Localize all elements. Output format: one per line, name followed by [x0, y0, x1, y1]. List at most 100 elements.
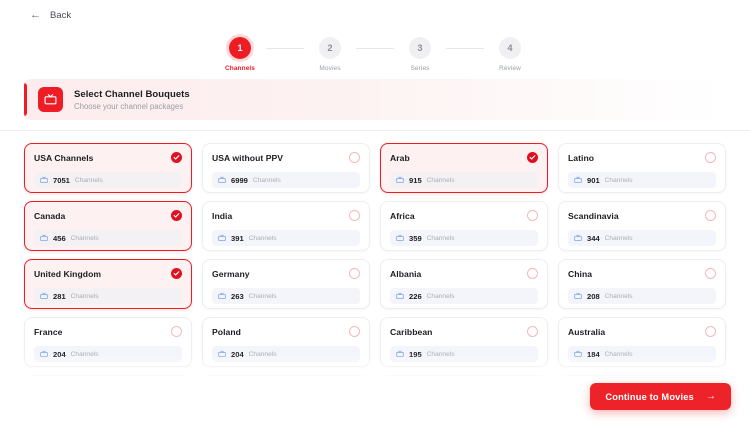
step-connector-2: [356, 48, 394, 49]
channel-card[interactable]: USA without PPV 6999 Channels: [202, 143, 370, 193]
channel-grid-scroll-area[interactable]: USA Channels 7051 Channels USA without PPV 6…: [0, 131, 750, 401]
channel-card-title: Australia: [568, 326, 606, 337]
channel-count-value: 7051: [53, 175, 70, 185]
channel-count-pill: 456 Channels: [34, 230, 182, 246]
channel-card[interactable]: Arab 915 Channels: [380, 143, 548, 193]
channel-card[interactable]: Australia 184 Channels: [558, 317, 726, 367]
channel-count-value: 184: [587, 349, 600, 359]
channel-count-label: Channels: [70, 292, 99, 300]
channel-card[interactable]: Scandinavia 344 Channels: [558, 201, 726, 251]
continue-button-label: Continue to Movies: [605, 391, 694, 402]
channel-card[interactable]: Poland 204 Channels: [202, 317, 370, 367]
checkbox-unchecked-icon[interactable]: [527, 268, 538, 279]
step-series-label: Series: [410, 65, 430, 72]
channel-count-value: 456: [53, 233, 66, 243]
channel-card[interactable]: Caribbean 195 Channels: [380, 317, 548, 367]
step-review[interactable]: 4 Review: [484, 37, 536, 72]
tv-small-icon: [40, 345, 48, 363]
channel-count-label: Channels: [252, 176, 281, 184]
checkbox-unchecked-icon[interactable]: [349, 268, 360, 279]
channel-card-title: France: [34, 326, 63, 337]
channel-count-value: 195: [409, 349, 422, 359]
topbar: ← Back: [0, 0, 750, 31]
channel-card[interactable]: China 208 Channels: [558, 259, 726, 309]
channel-card-title: Caribbean: [390, 326, 433, 337]
checkbox-unchecked-icon[interactable]: [349, 152, 360, 163]
tv-small-icon: [574, 229, 582, 247]
channel-count-label: Channels: [426, 234, 455, 242]
channel-count-pill: 208 Channels: [568, 288, 716, 304]
checkbox-unchecked-icon[interactable]: [705, 268, 716, 279]
channel-card-title: Latino: [568, 152, 595, 163]
step-channels-label: Channels: [224, 65, 256, 72]
checkbox-unchecked-icon[interactable]: [171, 326, 182, 337]
channel-card-header: United Kingdom: [34, 268, 182, 279]
step-channels[interactable]: 1 Channels: [214, 37, 266, 72]
channel-card[interactable]: India 391 Channels: [202, 201, 370, 251]
checkbox-unchecked-icon[interactable]: [705, 152, 716, 163]
channel-card-header: USA without PPV: [212, 152, 360, 163]
channel-card-header: Caribbean: [390, 326, 538, 337]
channel-card-title: Spain: [34, 384, 58, 395]
continue-to-movies-button[interactable]: Continue to Movies →: [590, 383, 731, 410]
channel-card-header: Canada: [34, 210, 182, 221]
channel-count-label: Channels: [248, 350, 277, 358]
channel-card-title: India: [212, 210, 233, 221]
checkbox-unchecked-icon[interactable]: [527, 210, 538, 221]
channel-card[interactable]: United Kingdom 281 Channels: [24, 259, 192, 309]
section-banner: Select Channel Bouquets Choose your chan…: [24, 79, 726, 120]
checkbox-unchecked-icon[interactable]: [705, 326, 716, 337]
channel-card[interactable]: Canada 456 Channels: [24, 201, 192, 251]
channel-card[interactable]: Latino 901 Channels: [558, 143, 726, 193]
checkbox-unchecked-icon[interactable]: [171, 384, 182, 395]
channel-card-header: Poland: [212, 326, 360, 337]
checkbox-unchecked-icon[interactable]: [527, 326, 538, 337]
step-channels-number: 1: [229, 37, 251, 59]
checkbox-checked-icon[interactable]: [171, 268, 182, 279]
channel-card[interactable]: Spain: [24, 375, 192, 401]
step-movies[interactable]: 2 Movies: [304, 37, 356, 72]
channel-card-header: Germany: [212, 268, 360, 279]
progress-stepper: 1 Channels 2 Movies 3 Series 4 Review: [0, 31, 750, 77]
banner-subtitle: Choose your channel packages: [74, 101, 184, 111]
checkbox-checked-icon[interactable]: [171, 152, 182, 163]
checkbox-unchecked-icon[interactable]: [349, 326, 360, 337]
channel-card[interactable]: Portugal: [202, 375, 370, 401]
channel-card[interactable]: Germany 263 Channels: [202, 259, 370, 309]
channel-card-header: Scandinavia: [568, 210, 716, 221]
checkbox-unchecked-icon[interactable]: [527, 384, 538, 395]
channel-count-label: Channels: [426, 350, 455, 358]
back-button[interactable]: ← Back: [30, 9, 71, 22]
channel-card-title: Africa: [390, 210, 415, 221]
checkbox-checked-icon[interactable]: [171, 210, 182, 221]
channel-card-title: Poland: [212, 326, 241, 337]
channel-card[interactable]: Albania 226 Channels: [380, 259, 548, 309]
step-review-number: 4: [499, 37, 521, 59]
channel-count-value: 901: [587, 175, 600, 185]
checkbox-unchecked-icon[interactable]: [705, 210, 716, 221]
channel-card[interactable]: Romania: [380, 375, 548, 401]
channel-count-value: 208: [587, 291, 600, 301]
step-series[interactable]: 3 Series: [394, 37, 446, 72]
channel-card-header: France: [34, 326, 182, 337]
step-review-label: Review: [499, 65, 521, 72]
channel-card-header: Romania: [390, 384, 538, 395]
tv-small-icon: [40, 287, 48, 305]
arrow-left-icon: ←: [30, 9, 41, 21]
step-connector-1: [266, 48, 304, 49]
checkbox-unchecked-icon[interactable]: [349, 384, 360, 395]
banner-title: Select Channel Bouquets: [74, 88, 190, 100]
channel-count-label: Channels: [604, 176, 633, 184]
tv-small-icon: [218, 229, 226, 247]
channel-count-value: 226: [409, 291, 422, 301]
channel-card[interactable]: USA Channels 7051 Channels: [24, 143, 192, 193]
channel-card-header: Australia: [568, 326, 716, 337]
channel-count-pill: 6999 Channels: [212, 172, 360, 188]
channel-card[interactable]: Africa 359 Channels: [380, 201, 548, 251]
channel-count-label: Channels: [70, 234, 99, 242]
channel-card-header: USA Channels: [34, 152, 182, 163]
checkbox-unchecked-icon[interactable]: [349, 210, 360, 221]
channel-card[interactable]: France 204 Channels: [24, 317, 192, 367]
checkbox-checked-icon[interactable]: [527, 152, 538, 163]
channel-count-value: 6999: [231, 175, 248, 185]
